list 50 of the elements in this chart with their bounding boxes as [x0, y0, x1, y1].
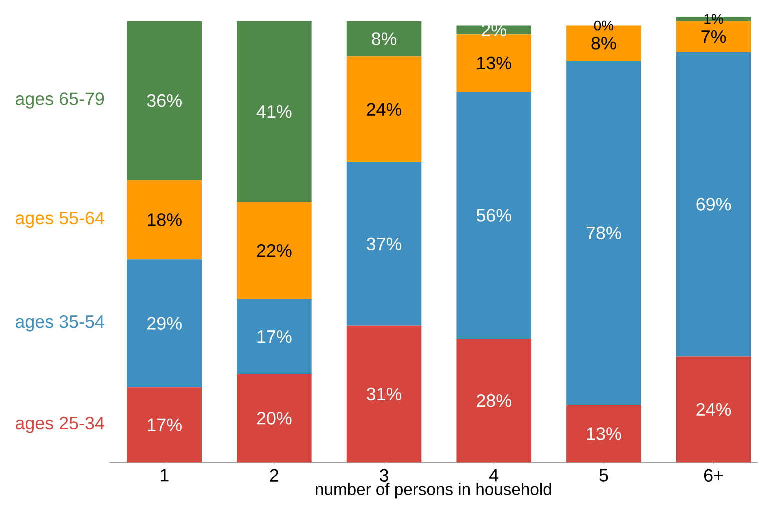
bar [127, 180, 202, 260]
x-tick-label: 4 [490, 469, 499, 482]
data-label: 31% [367, 388, 402, 400]
bar [346, 326, 422, 462]
x-tick-label: 1 [160, 469, 169, 482]
x-tick-label: 2 [270, 469, 279, 482]
bar [237, 374, 312, 462]
bar [127, 259, 202, 388]
series-label: ages 25-34 [16, 416, 104, 434]
bar [676, 52, 752, 356]
series-label: ages 65-79 [16, 92, 104, 109]
data-label: 13% [587, 427, 622, 440]
x-tick-label: 6+ [704, 469, 724, 482]
bar [676, 356, 752, 462]
data-label: 17% [258, 330, 292, 343]
bar [127, 387, 202, 462]
x-tick-label: 3 [380, 469, 388, 482]
bar [127, 21, 202, 180]
x-tick-label: 5 [600, 469, 608, 482]
data-label: 37% [367, 238, 402, 250]
bar [456, 92, 532, 339]
data-label: 24% [367, 103, 402, 116]
bar [237, 202, 312, 300]
bar [566, 405, 642, 462]
bar [346, 162, 422, 326]
data-label: 8% [592, 36, 616, 50]
data-label: 56% [476, 208, 512, 222]
data-label: 36% [147, 94, 182, 107]
data-label: 22% [257, 244, 292, 257]
data-label: 8% [372, 32, 397, 46]
bar [456, 338, 532, 462]
data-label: 13% [478, 56, 512, 70]
series-label: ages 55-64 [16, 212, 104, 228]
bar [237, 21, 312, 202]
bar [346, 56, 422, 162]
data-label: 20% [257, 412, 292, 425]
data-label: 17% [148, 418, 182, 432]
data-label: 69% [696, 198, 732, 211]
data-label: 29% [148, 317, 182, 330]
series-label: ages 35-54 [16, 315, 104, 332]
data-label: 18% [148, 213, 182, 226]
data-label: 78% [586, 226, 622, 240]
data-label: 28% [477, 394, 512, 407]
x-axis-title: number of persons in household [316, 482, 552, 498]
data-label: 7% [702, 30, 726, 43]
bar [237, 299, 312, 374]
bar [566, 60, 642, 406]
data-label: 24% [696, 403, 732, 416]
bar [346, 21, 422, 56]
data-label: 41% [256, 105, 292, 118]
